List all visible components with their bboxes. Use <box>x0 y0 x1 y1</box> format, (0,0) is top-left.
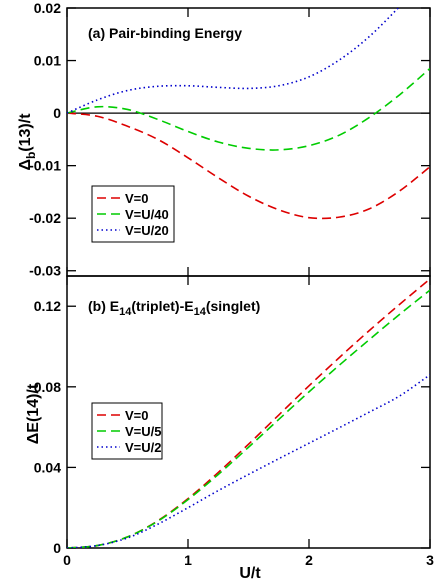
x-axis-label: U/t <box>239 565 261 582</box>
panel-b-ylabel: ΔE(14)/t <box>25 383 42 444</box>
series-line-v-u-40 <box>67 67 430 151</box>
series-line-v-0 <box>67 112 430 220</box>
x-tick-label: 0 <box>63 552 71 568</box>
y-tick-label: 0.08 <box>34 379 61 395</box>
panel-a-ylabel: Δb(13)/t <box>17 113 38 171</box>
x-tick-label: 2 <box>305 552 313 568</box>
y-tick-label: 0 <box>53 540 61 556</box>
y-tick-label: 0.12 <box>34 298 61 314</box>
y-tick-label: 0.01 <box>34 53 61 69</box>
series-line-v-u-5 <box>67 289 430 548</box>
x-tick-label: 3 <box>426 552 434 568</box>
x-tick-label: 1 <box>184 552 192 568</box>
y-tick-label: 0 <box>53 105 61 121</box>
y-tick-label: -0.03 <box>29 263 61 279</box>
series-line-v-u-2 <box>67 374 430 548</box>
y-tick-label: 0.04 <box>34 459 61 475</box>
y-tick-label: 0.02 <box>34 0 61 16</box>
legend-label: V=0 <box>125 191 149 206</box>
legend-label: V=U/20 <box>125 223 169 238</box>
legend-label: V=U/5 <box>125 424 162 439</box>
legend-label: V=U/2 <box>125 440 162 455</box>
panel-b-frame <box>66 275 431 549</box>
y-tick-label: -0.02 <box>29 210 61 226</box>
series-line-v-u-20 <box>67 8 400 114</box>
panel-b-title: (b) E14(triplet)-E14(singlet) <box>88 298 260 318</box>
legend-label: V=U/40 <box>125 207 169 222</box>
chart-marks: 0.020.010-0.01-0.02-0.03V=0V=U/40V=U/200… <box>29 0 434 568</box>
y-tick-label: -0.01 <box>29 158 61 174</box>
panel-a-title: (a) Pair-binding Energy <box>88 25 242 41</box>
legend-label: V=0 <box>125 408 149 423</box>
